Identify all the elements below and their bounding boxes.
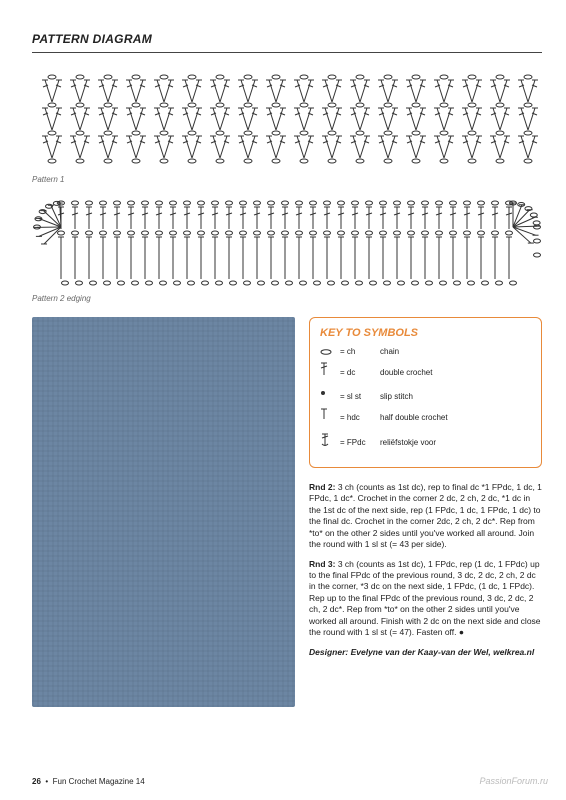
watermark: PassionForum.ru xyxy=(479,776,548,786)
instructions: Rnd 2: 3 ch (counts as 1st dc), rep to f… xyxy=(309,482,542,659)
key-desc: chain xyxy=(380,347,399,358)
key-abbr: = dc xyxy=(340,368,374,379)
section-header: PATTERN DIAGRAM xyxy=(32,32,542,53)
key-row: = hdc half double crochet xyxy=(320,408,531,429)
crochet-photo xyxy=(32,317,295,707)
hdc-icon xyxy=(320,408,334,429)
chain-icon xyxy=(320,349,334,356)
page-footer: 26 • Fun Crochet Magazine 14 xyxy=(32,777,145,786)
pattern1-svg xyxy=(32,69,542,169)
key-desc: double crochet xyxy=(380,368,432,379)
key-abbr: = ch xyxy=(340,347,374,358)
key-desc: half double crochet xyxy=(380,413,448,424)
key-row: = dc double crochet xyxy=(320,362,531,387)
key-abbr: = sl st xyxy=(340,392,374,403)
key-to-symbols-box: KEY TO SYMBOLS = ch chain = dc double cr… xyxy=(309,317,542,468)
rnd3-text: Rnd 3: 3 ch (counts as 1st dc), 1 FPdc, … xyxy=(309,559,542,639)
pattern2-svg xyxy=(32,198,542,288)
key-abbr: = hdc xyxy=(340,413,374,424)
keybox-title: KEY TO SYMBOLS xyxy=(320,326,531,341)
dc-icon xyxy=(320,362,334,387)
key-row: = sl st slip stitch xyxy=(320,390,531,404)
key-desc: slip stitch xyxy=(380,392,413,403)
key-row: = FPdc reliëfstokje voor xyxy=(320,433,531,453)
fpdc-icon xyxy=(320,433,334,453)
key-row: = ch chain xyxy=(320,347,531,358)
caption-pattern2: Pattern 2 edging xyxy=(32,294,542,303)
designer-credit: Designer: Evelyne van der Kaay-van der W… xyxy=(309,647,542,658)
rnd2-text: Rnd 2: 3 ch (counts as 1st dc), rep to f… xyxy=(309,482,542,551)
key-abbr: = FPdc xyxy=(340,438,374,449)
key-desc: reliëfstokje voor xyxy=(380,438,436,449)
pattern2-diagram xyxy=(32,198,542,288)
slst-icon xyxy=(320,390,334,404)
pattern1-diagram xyxy=(32,69,542,169)
caption-pattern1: Pattern 1 xyxy=(32,175,542,184)
